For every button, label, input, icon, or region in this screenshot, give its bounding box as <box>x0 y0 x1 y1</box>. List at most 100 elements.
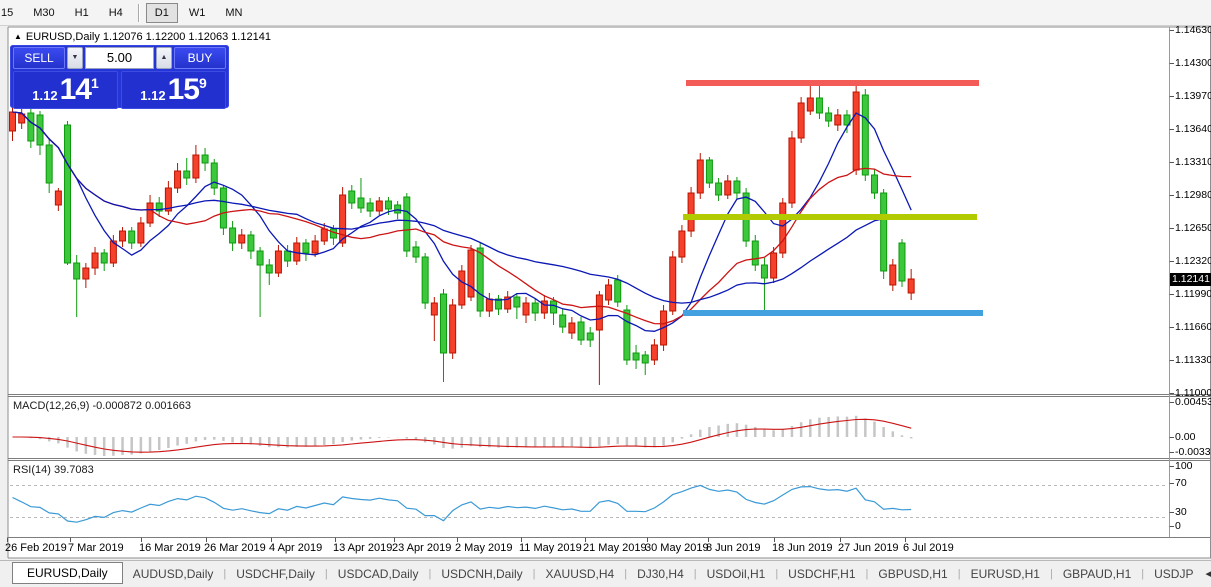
tab-gbpusd-h1[interactable]: GBPUSD,H1 <box>878 567 948 581</box>
date-axis-label: 16 Mar 2019 <box>139 542 201 554</box>
axis-ticks <box>7 30 1174 542</box>
timeframe-button-15[interactable]: 15 <box>1 6 14 19</box>
chart-tab-bar: EURUSD,Daily AUDUSD,Daily | USDCHF,Daily | US… <box>0 560 1211 587</box>
price-axis-label: 1.14630 <box>1175 24 1211 36</box>
price-axis-label: 1.12320 <box>1175 255 1211 267</box>
toolbar-separator <box>137 3 140 22</box>
chart-symbol-label: EURUSD,Daily <box>25 31 100 43</box>
sell-price-big: 14 <box>59 73 92 106</box>
tab-separator: | <box>693 568 697 580</box>
one-click-trading-widget: SELL ▼ 5.00 ▲ BUY 1.12 14 1 1.12 15 9 <box>10 45 229 109</box>
ohlc-high: 1.12200 <box>145 31 186 43</box>
price-pane-candles <box>9 81 915 385</box>
expand-triangle-icon[interactable]: ▲ <box>14 32 22 41</box>
buy-button[interactable]: BUY <box>174 47 226 69</box>
date-axis-label: 21 May 2019 <box>583 542 647 554</box>
tab-eurusd-h1[interactable]: EURUSD,H1 <box>970 567 1040 581</box>
price-axis-label: 1.13970 <box>1175 90 1211 102</box>
macd-indicator-label: MACD(12,26,9) -0.000872 0.001663 <box>13 400 191 412</box>
buy-price-prefix: 1.12 <box>140 87 166 103</box>
sell-price-sup: 1 <box>90 75 99 91</box>
buy-price-big: 15 <box>167 73 200 106</box>
price-axis-label: 1.11990 <box>1175 288 1211 300</box>
buy-price-display[interactable]: 1.12 15 9 <box>121 71 226 109</box>
timeframe-button-m30[interactable]: M30 <box>33 6 55 19</box>
tab-separator: | <box>865 568 869 580</box>
date-axis-label: 6 Jul 2019 <box>903 542 954 554</box>
date-axis-label: 26 Feb 2019 <box>5 542 67 554</box>
tab-separator: | <box>532 568 536 580</box>
chart-header: ▲ EURUSD,Daily 1.12076 1.12200 1.12063 1.1214… <box>14 31 274 43</box>
triangle-down-icon: ▼ <box>71 54 79 61</box>
price-axis-label: 1.13640 <box>1175 123 1211 135</box>
date-axis-label: 2 May 2019 <box>455 542 513 554</box>
tab-usdjp[interactable]: USDJP <box>1154 567 1194 581</box>
tab-usdcad-daily[interactable]: USDCAD,Daily <box>337 567 419 581</box>
price-axis-label: 1.12650 <box>1175 222 1211 234</box>
volume-increase-button[interactable]: ▲ <box>156 47 172 69</box>
scroll-left-icon[interactable]: ◄ <box>1203 569 1211 580</box>
chart-frame <box>7 26 1211 559</box>
sell-button[interactable]: SELL <box>13 47 65 69</box>
date-axis-label: 18 Jun 2019 <box>772 542 833 554</box>
ohlc-low: 1.12063 <box>188 31 229 43</box>
tab-usdoil-h1[interactable]: USDOil,H1 <box>706 567 766 581</box>
timeframe-button-w1[interactable]: W1 <box>188 6 206 19</box>
moving-average-lines <box>12 111 912 332</box>
volume-decrease-button[interactable]: ▼ <box>67 47 83 69</box>
timeframe-button-d1[interactable]: D1 <box>145 2 178 23</box>
tab-dj30-h4[interactable]: DJ30,H4 <box>637 567 684 581</box>
macd-axis-label: 0.004537 <box>1175 396 1211 408</box>
tab-audusd-daily[interactable]: AUDUSD,Daily <box>132 567 214 581</box>
macd-axis-label: 0.00 <box>1175 431 1196 443</box>
price-axis-label: 1.12980 <box>1175 189 1211 201</box>
rsi-pane <box>10 484 1168 523</box>
tab-eurusd-daily[interactable]: EURUSD,Daily <box>12 562 123 584</box>
timeframe-toolbar: 15 M30 H1 H4 D1 W1 MN <box>0 0 1211 26</box>
volume-input[interactable]: 5.00 <box>85 47 154 69</box>
tab-separator: | <box>775 568 779 580</box>
price-axis-label: 1.11000 <box>1175 387 1211 399</box>
rsi-indicator-label: RSI(14) 39.7083 <box>13 464 94 476</box>
timeframe-button-mn[interactable]: MN <box>225 6 243 19</box>
rsi-axis-label: 100 <box>1175 460 1193 472</box>
date-axis-label: 27 Jun 2019 <box>838 542 899 554</box>
buy-price-sup: 9 <box>198 75 207 91</box>
date-axis-label: 4 Apr 2019 <box>269 542 323 554</box>
ohlc-close: 1.12141 <box>231 31 271 43</box>
timeframe-button-h1[interactable]: H1 <box>74 6 89 19</box>
date-axis-label: 7 Mar 2019 <box>68 542 124 554</box>
sell-price-prefix: 1.12 <box>32 87 58 103</box>
tab-usdcnh-daily[interactable]: USDCNH,Daily <box>441 567 523 581</box>
horizontal-ray-lines <box>683 80 983 316</box>
sell-price-display[interactable]: 1.12 14 1 <box>13 71 118 109</box>
date-axis-label: 8 Jun 2019 <box>706 542 761 554</box>
ohlc-open: 1.12076 <box>102 31 143 43</box>
triangle-up-icon: ▲ <box>160 54 168 61</box>
price-axis-label: 1.14300 <box>1175 57 1211 69</box>
rsi-axis-label: 30 <box>1175 506 1187 518</box>
tab-separator: | <box>1141 568 1145 580</box>
date-axis-label: 13 Apr 2019 <box>333 542 393 554</box>
price-axis-label: 1.13310 <box>1175 156 1211 168</box>
tab-usdchf-h1[interactable]: USDCHF,H1 <box>788 567 856 581</box>
tab-separator: | <box>324 568 328 580</box>
date-axis-label: 11 May 2019 <box>519 542 582 554</box>
tab-separator: | <box>624 568 628 580</box>
tab-separator: | <box>428 568 432 580</box>
macd-pane <box>12 415 913 456</box>
tab-usdchf-daily[interactable]: USDCHF,Daily <box>236 567 315 581</box>
date-axis-label: 30 May 2019 <box>645 542 709 554</box>
timeframe-button-h4[interactable]: H4 <box>108 6 123 19</box>
tab-separator: | <box>223 568 227 580</box>
rsi-axis-label: 70 <box>1175 477 1187 489</box>
rsi-axis-label: 0 <box>1175 520 1181 532</box>
date-axis-label: 26 Mar 2019 <box>204 542 266 554</box>
tab-xauusd-h4[interactable]: XAUUSD,H4 <box>545 567 615 581</box>
price-axis-label: 1.11330 <box>1175 354 1211 366</box>
price-axis-label: 1.11660 <box>1175 321 1211 333</box>
tab-gbpaud-h1[interactable]: GBPAUD,H1 <box>1062 567 1132 581</box>
tab-separator: | <box>1049 568 1053 580</box>
